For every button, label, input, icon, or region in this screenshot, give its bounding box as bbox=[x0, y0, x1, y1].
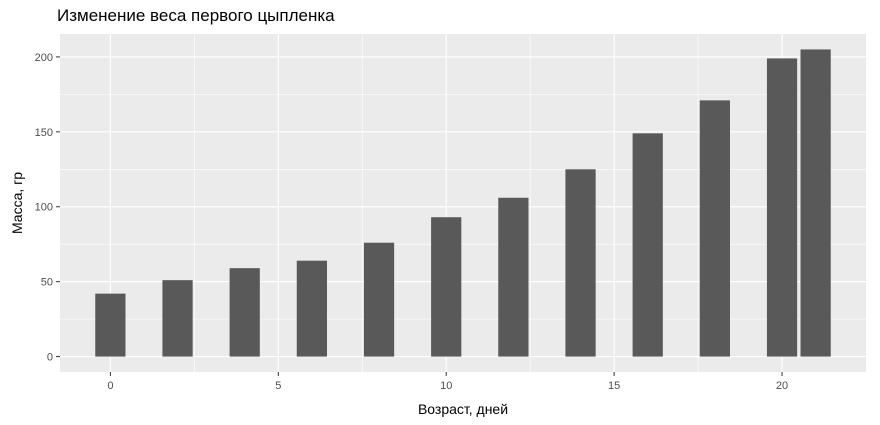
y-axis-title: Масса, гр bbox=[9, 172, 25, 234]
y-axis: 0 50 100 150 200 bbox=[35, 52, 60, 364]
x-tick-label: 15 bbox=[608, 380, 620, 392]
bar bbox=[95, 293, 126, 357]
x-tick-label: 20 bbox=[776, 380, 788, 392]
y-tick-label: 150 bbox=[35, 127, 53, 139]
bar bbox=[229, 268, 260, 357]
bar bbox=[699, 100, 730, 357]
bar bbox=[498, 197, 529, 357]
bars bbox=[95, 49, 831, 357]
bar bbox=[766, 58, 798, 357]
x-tick-label: 10 bbox=[440, 380, 452, 392]
x-axis-title: Возраст, дней bbox=[418, 401, 508, 417]
bar bbox=[565, 169, 596, 357]
x-tick-label: 5 bbox=[275, 380, 281, 392]
x-axis: 0 5 10 15 20 bbox=[107, 372, 788, 392]
y-tick-label: 100 bbox=[35, 202, 53, 214]
bar bbox=[162, 280, 193, 357]
bar bbox=[632, 133, 663, 357]
y-tick-label: 200 bbox=[35, 52, 53, 64]
bar bbox=[363, 242, 395, 357]
bar bbox=[800, 49, 831, 357]
chart-title: Изменение веса первого цыпленка bbox=[57, 6, 335, 25]
bar bbox=[296, 260, 327, 357]
bar bbox=[431, 217, 462, 357]
x-tick-label: 0 bbox=[107, 380, 113, 392]
y-tick-label: 0 bbox=[47, 352, 53, 364]
y-tick-label: 50 bbox=[41, 277, 53, 289]
minor-gridlines bbox=[60, 34, 866, 372]
